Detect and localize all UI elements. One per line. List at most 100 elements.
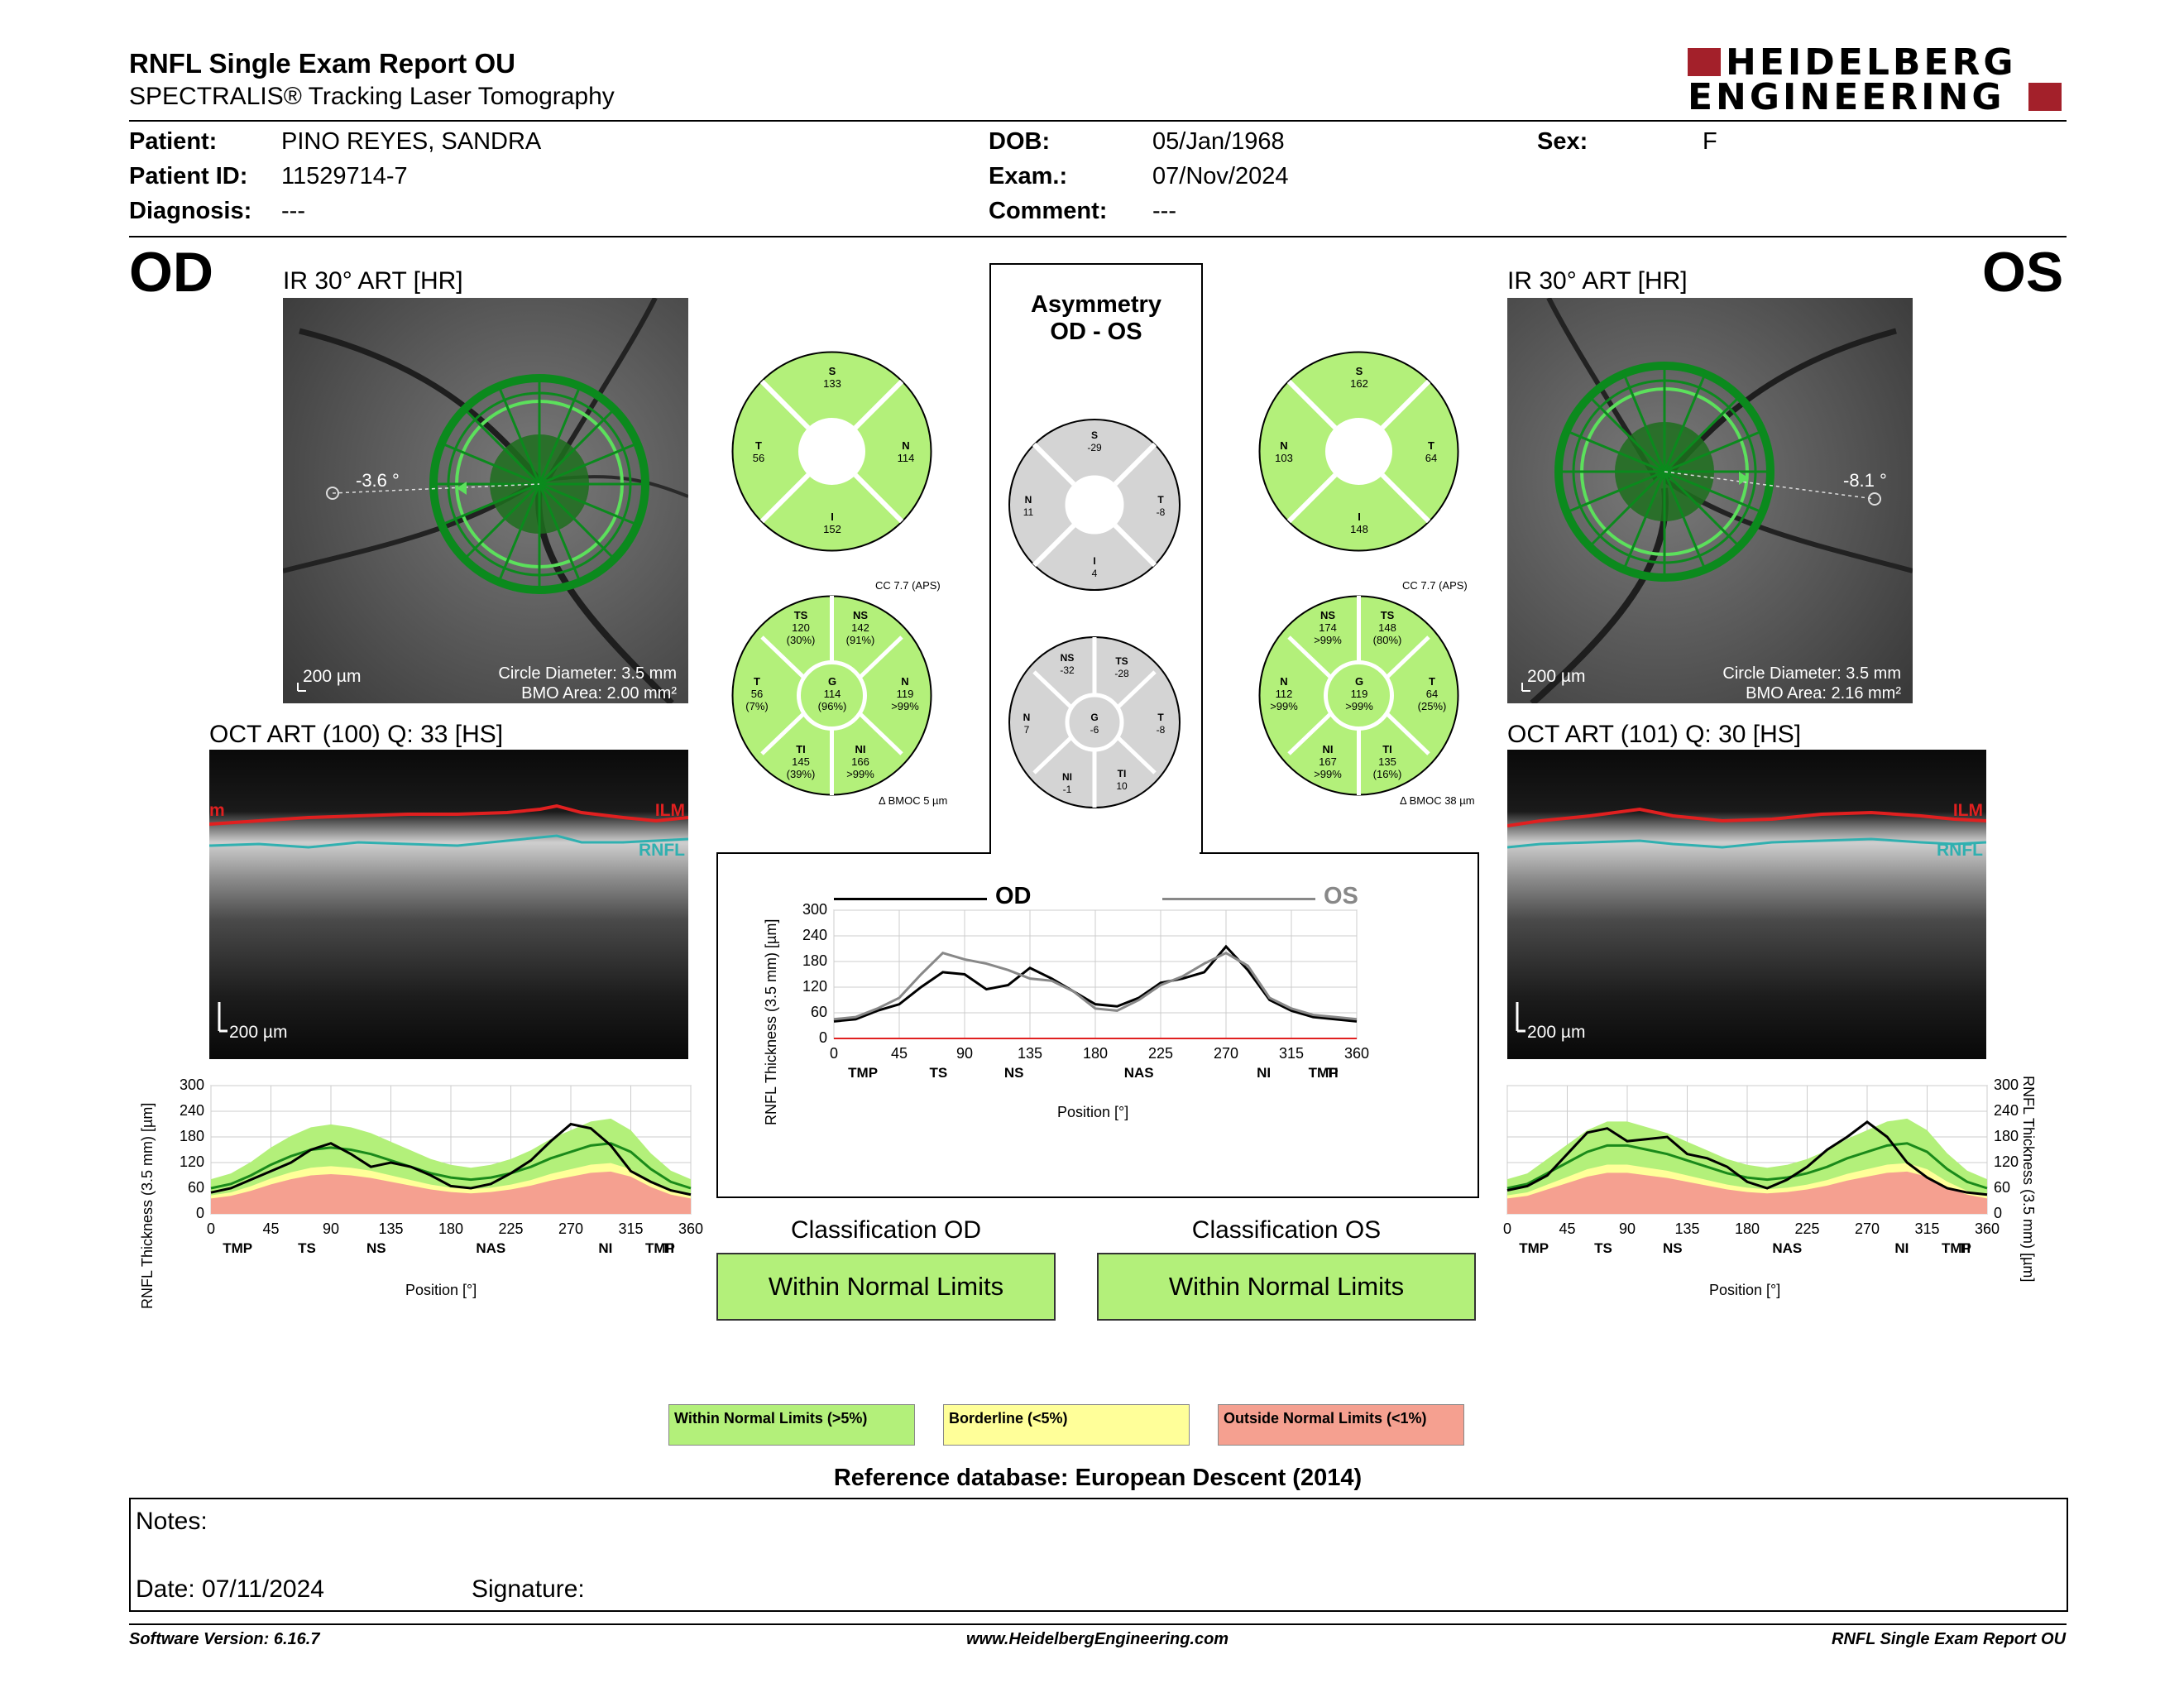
comparison-xlabel: Position [°]	[1057, 1104, 1129, 1120]
os-sector-6n: N 112 >99%	[1270, 675, 1298, 712]
y-tick-label: 180	[802, 952, 827, 969]
segment-label: TI	[1325, 1065, 1339, 1081]
od-sector-6n: N 119 >99%	[891, 675, 919, 712]
normative-mean-line	[210, 1142, 692, 1190]
y-tick-label: 120	[179, 1153, 204, 1170]
x-tick-label: 360	[678, 1220, 704, 1237]
od-oct-scale: 200 µm	[229, 1023, 288, 1042]
os-profile-ylabel: RNFL Thickness (3.5 mm) [µm]	[2020, 1076, 2037, 1283]
x-tick-label: 225	[1147, 1045, 1174, 1062]
x-tick-label: 360	[1974, 1220, 2000, 1237]
report-subtitle: SPECTRALIS® Tracking Laser Tomography	[129, 83, 615, 110]
diagnosis-label: Diagnosis:	[129, 198, 252, 224]
y-tick-label: 240	[802, 927, 827, 943]
header-divider	[129, 120, 2067, 122]
x-tick-label: 90	[1618, 1220, 1636, 1237]
y-tick-label: 300	[179, 1077, 204, 1093]
patient-label: Patient:	[129, 128, 218, 155]
od-sector-g: G 114 (96%)	[817, 675, 847, 712]
os-profile-chart: 0 60 120 180 240 300 0 45 90 135 180 225 270 315 360 TM…	[1496, 1067, 2075, 1316]
asym-sector-ti: TI 10	[1116, 768, 1128, 792]
notes-box[interactable]	[129, 1498, 2068, 1612]
segment-label: NS	[1003, 1065, 1024, 1081]
asymmetry-title: Asymmetry OD - OS	[989, 291, 1203, 346]
os-legend-label: OS	[1324, 883, 1358, 909]
dob-label: DOB:	[989, 128, 1051, 155]
os-angle-label: -8.1 °	[1843, 470, 1887, 491]
x-tick-label: 180	[438, 1220, 464, 1237]
y-tick-label: 300	[1994, 1077, 2019, 1093]
os-rnfl-label: RNFL	[1937, 841, 1983, 860]
y-tick-label: 180	[179, 1128, 204, 1144]
y-tick-label: 60	[1994, 1179, 2011, 1196]
x-tick-label: 90	[322, 1220, 340, 1237]
os-line	[833, 951, 1358, 1021]
os-legend-line	[1162, 898, 1315, 900]
od-ilm-label: ILM	[654, 801, 685, 820]
thickness-line	[210, 1122, 692, 1196]
x-tick-label: 45	[1559, 1220, 1576, 1237]
od-sector-ts: TS 120 (30%)	[786, 609, 816, 646]
segment-label: TMP	[1941, 1240, 1971, 1256]
segment-label: TI	[1958, 1240, 1971, 1256]
asymmetry-title-line2: OD - OS	[1050, 319, 1142, 345]
outside-band	[211, 1171, 691, 1214]
od-profile-svg	[210, 1085, 692, 1215]
segment-label: TI	[662, 1240, 675, 1256]
os-cc-label: CC 7.7 (APS)	[1402, 579, 1468, 592]
y-tick-label: 180	[1994, 1128, 2019, 1144]
legend-borderline: Borderline (<5%)	[943, 1404, 1190, 1446]
asym-4sector-svg	[1008, 419, 1181, 591]
x-tick-label: 135	[1017, 1045, 1043, 1062]
x-tick-label: 0	[206, 1220, 215, 1237]
x-tick-label: 225	[498, 1220, 524, 1237]
y-tick-label: 0	[195, 1205, 204, 1221]
os-classification-box: Within Normal Limits	[1097, 1253, 1476, 1321]
comparison-svg	[833, 909, 1358, 1039]
y-tick-label: 120	[802, 978, 827, 995]
od-fundus-scale: 200 µm	[303, 667, 362, 686]
os-oct-bscan: ILM RNFL 200 µm	[1507, 750, 1986, 1059]
y-tick-label: 0	[1994, 1205, 2003, 1221]
segment-label: NI	[1257, 1065, 1272, 1081]
od-profile-ylabel: RNFL Thickness (3.5 mm) [µm]	[139, 1102, 156, 1309]
heidelberg-logo: HEIDELBERG ENGINEERING	[1688, 41, 2068, 118]
os-oct-scale: 200 µm	[1527, 1023, 1586, 1042]
y-tick-label: 60	[187, 1179, 204, 1196]
thickness-line	[1506, 1120, 1988, 1196]
os-profile-xlabel: Position [°]	[1709, 1282, 1781, 1298]
segment-label: TMP	[1519, 1240, 1549, 1256]
segment-label: NI	[598, 1240, 613, 1256]
patient-id-value: 11529714-7	[281, 163, 408, 189]
os-sector-ts: TS 148 (80%)	[1372, 609, 1402, 646]
od-fundus-svg	[283, 298, 688, 703]
sex-label: Sex:	[1537, 128, 1588, 155]
asymmetry-title-line1: Asymmetry	[1031, 291, 1161, 318]
os-oct-title: OCT ART (101) Q: 30 [HS]	[1507, 721, 1802, 748]
comparison-panel-top-right	[1200, 852, 1478, 854]
segment-label: NS	[1662, 1240, 1683, 1256]
os-fundus-scale: 200 µm	[1527, 667, 1586, 686]
logo-line-1: HEIDELBERG	[1726, 41, 2017, 84]
od-circle-diameter: Circle Diameter: 3.5 mm	[498, 664, 677, 683]
segment-label: NAS	[1772, 1240, 1803, 1256]
asym-sector-g: G -6	[1090, 712, 1099, 736]
od-legend-label: OD	[995, 883, 1032, 909]
x-tick-label: 315	[1278, 1045, 1305, 1062]
od-sector-6t: T 56 (7%)	[745, 675, 769, 712]
x-tick-label: 45	[890, 1045, 908, 1062]
od-oct-bscan: m ILM RNFL 200 µm	[209, 750, 688, 1059]
segment-label: TMP	[1308, 1065, 1339, 1081]
os-classification-value: Within Normal Limits	[1168, 1272, 1405, 1301]
os-profile-svg	[1506, 1085, 1988, 1215]
os-fundus-image: -8.1 ° 200 µm Circle Diameter: 3.5 mm BM…	[1507, 298, 1913, 703]
od-legend-line	[834, 898, 987, 900]
segment-label: NAS	[1123, 1065, 1154, 1081]
od-eye-label: OD	[129, 241, 213, 304]
legend-normal: Within Normal Limits (>5%)	[668, 1404, 915, 1446]
comment-value: ---	[1152, 198, 1176, 224]
patient-id-label: Patient ID:	[129, 163, 248, 189]
